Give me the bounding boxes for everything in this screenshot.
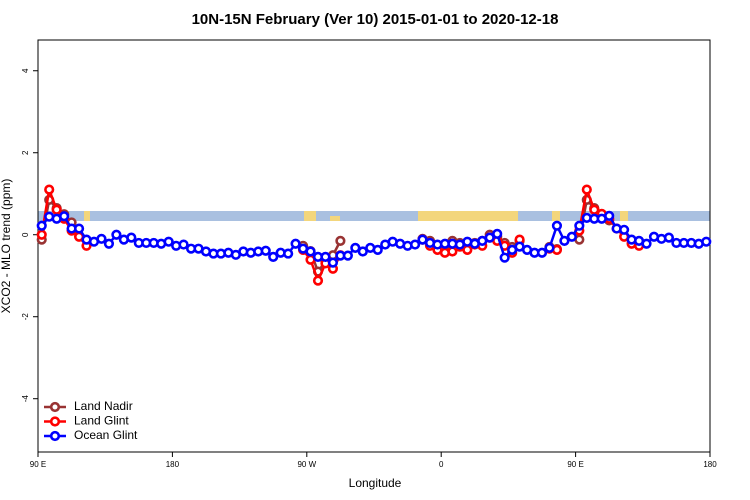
land-patch [304,211,316,221]
y-tick-label: 4 [21,68,30,73]
point [36,229,47,240]
y-tick-label: -2 [21,313,30,321]
land-patch [552,211,560,221]
point [350,242,361,253]
point [484,232,495,243]
x-tick-label: 180 [166,460,180,469]
point [589,204,600,215]
point [619,224,630,235]
series [36,210,712,268]
point [44,184,55,195]
x-tick-label: 0 [439,460,444,469]
y-tick-label: 0 [21,232,30,237]
point [103,238,115,249]
land-patch [330,216,340,221]
x-axis-label: Longitude [349,476,402,490]
legend-label: Ocean Glint [74,428,138,442]
legend-marker [49,430,61,442]
point [126,232,137,243]
legend-label: Land Nadir [74,399,133,413]
point [701,236,712,247]
point [581,184,592,195]
x-tick-label: 90 E [30,460,46,469]
point [462,244,473,255]
land-patch [84,211,90,221]
point [559,235,570,246]
point [499,252,510,263]
legend-label: Land Glint [74,414,129,428]
chart-title: 10N-15N February (Ver 10) 2015-01-01 to … [192,11,559,28]
point [73,223,85,234]
point [260,245,271,256]
point [283,248,294,259]
x-tick-label: 90 E [567,460,583,469]
point [111,229,122,240]
legend-marker [49,416,61,427]
point [305,246,316,257]
land-patch [620,211,628,221]
plot-frame [37,39,711,453]
point [447,246,458,257]
point [59,211,70,222]
point [327,257,339,268]
point [372,244,383,255]
x-tick-label: 90 W [297,460,316,469]
point [566,231,577,242]
point [312,275,324,286]
y-tick-label: 2 [21,150,30,155]
point [357,246,368,257]
y-tick-label: -4 [21,395,30,403]
x-tick-label: 180 [703,460,717,469]
point [604,210,615,221]
point [342,250,353,261]
point [574,220,585,231]
point [51,204,62,215]
point [492,228,503,240]
point [290,238,301,249]
point [96,233,107,244]
point [536,247,548,258]
point [335,235,346,246]
ocean-strip [38,211,710,221]
point [178,239,189,250]
point [320,251,331,262]
point [36,220,47,231]
point [544,242,555,253]
legend-marker [49,401,61,413]
point [268,251,279,262]
point [409,239,421,250]
point [163,236,174,247]
point [641,238,652,249]
point [551,220,563,231]
land-patch [418,211,518,221]
y-axis-label: XCO2 - MLO trend (ppm) [0,179,13,314]
point [663,232,675,243]
map-strip [38,211,710,221]
